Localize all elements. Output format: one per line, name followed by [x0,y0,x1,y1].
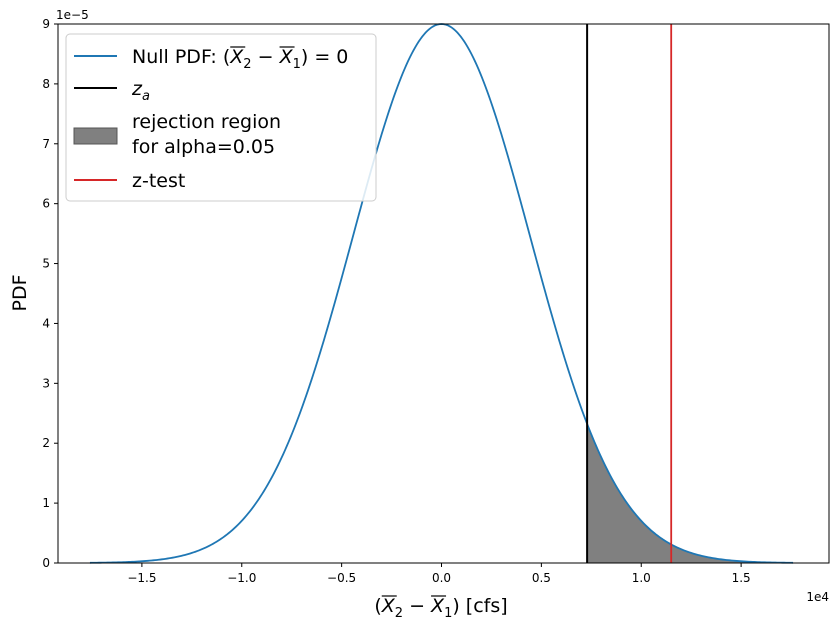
y-tick-label: 5 [42,257,50,271]
legend-rejection-swatch [73,127,118,145]
x-tick-label: 1.0 [632,571,651,585]
plot-frame [57,23,830,564]
y-axis-title: PDF [9,274,31,311]
x-title-x1: X [430,595,445,617]
x-title-open: ( [374,595,381,617]
x-tick-label: 0.5 [532,571,551,585]
legend-z-a-label: za [131,78,150,104]
x-title-close: ) [cfs] [452,595,507,617]
x-tick-label: −1.5 [127,571,156,585]
y-tick-label: 1 [42,496,50,510]
legend-rejection-label-line1: rejection region [132,111,281,133]
svg-text:(X2 − X1) [cfs]: (X2 − X1) [cfs] [374,595,507,621]
x-title-sub1: 1 [444,606,452,621]
y-tick-label: 3 [42,376,50,390]
y-tick-label: 0 [42,556,50,570]
x-axis-offset-label: 1e4 [806,590,829,604]
y-tick-label: 9 [42,17,50,31]
x-axis-ticks: −1.5 −1.0 −0.5 0.0 0.5 1.0 1.5 [127,563,751,585]
rejection-region-fill [587,423,794,563]
x-title-x2: X [381,595,396,617]
y-tick-label: 4 [42,316,50,330]
legend-frame [65,33,377,202]
x-tick-label: 1.5 [732,571,751,585]
x-tick-label: −1.0 [227,571,256,585]
x-tick-label: −0.5 [327,571,356,585]
legend-z-test-label: z-test [132,170,185,192]
x-title-minus: − [403,595,431,617]
y-tick-label: 8 [42,77,50,91]
y-axis-ticks: 0 1 2 3 4 5 6 7 8 9 [42,17,58,570]
y-tick-label: 7 [42,137,50,151]
legend-rejection-label-line2: for alpha=0.05 [132,136,275,158]
x-axis-title: (X2 − X1) [cfs] [374,595,507,621]
y-tick-label: 6 [42,197,50,211]
y-tick-label: 2 [42,436,50,450]
x-title-sub2: 2 [395,606,403,621]
x-tick-label: 0.0 [432,571,451,585]
y-axis-offset-label: 1e−5 [56,8,89,22]
legend: Null PDF: (X2 − X1) = 0 za rejection reg… [65,33,377,202]
legend-null-pdf-label: Null PDF: (X2 − X1) = 0 [132,46,348,72]
